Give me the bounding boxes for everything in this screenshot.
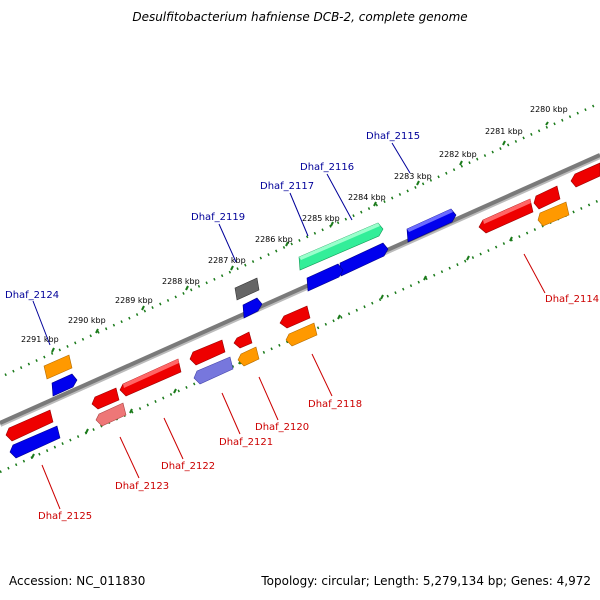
gene-label[interactable]: Dhaf_2121 [219, 437, 273, 448]
scale-tick [330, 221, 334, 227]
gene-arrow-blue[interactable] [306, 263, 344, 292]
upper-scale: 2280 kbp 2281 kbp 2282 kbp 2283 kbp 2284… [4, 101, 600, 377]
scale-tick [230, 265, 234, 271]
scale-label: 2289 kbp [115, 296, 153, 305]
gene-arrow-red[interactable] [5, 409, 54, 442]
gene-arrow-blue[interactable] [9, 425, 61, 459]
scale-tick [337, 314, 341, 320]
scale-label: 2284 kbp [348, 193, 386, 202]
gene-label[interactable]: Dhaf_2123 [115, 481, 169, 492]
scale-tick [459, 160, 463, 166]
gene-arrow-red[interactable] [570, 162, 600, 188]
scale-tick [129, 408, 133, 414]
gene-arrow-red[interactable] [91, 387, 120, 410]
scale-label: 2282 kbp [439, 150, 477, 159]
gene-arrow-orange[interactable] [537, 201, 570, 227]
gene-label[interactable]: Dhaf_2117 [260, 181, 314, 192]
leader-line [289, 192, 309, 237]
gene-arrow-slate[interactable] [193, 356, 234, 385]
upper-scale-line [4, 101, 600, 377]
gene-arrow-red[interactable] [189, 339, 226, 366]
gene-arrow-gray[interactable] [234, 277, 260, 301]
gene-arrow-highlight [407, 209, 453, 232]
gene-arrow-red[interactable] [279, 305, 311, 329]
scale-label: 2283 kbp [394, 172, 432, 181]
gene-arrow-blue[interactable] [406, 208, 457, 243]
leader-line [221, 392, 241, 435]
gene-label[interactable]: Dhaf_2116 [300, 162, 354, 173]
leader-line [326, 173, 353, 221]
scale-tick [545, 121, 549, 126]
leader-line [163, 417, 184, 460]
gene-label[interactable]: Dhaf_2120 [255, 422, 309, 433]
scale-tick [423, 275, 427, 281]
scale-label: 2285 kbp [302, 214, 340, 223]
scale-tick [31, 453, 35, 459]
scale-tick [173, 388, 177, 394]
gene-arrow-blue[interactable] [51, 373, 78, 397]
gene-arrow-orange[interactable] [285, 322, 318, 347]
leader-line [41, 464, 61, 510]
scale-tick [51, 347, 55, 353]
genome-summary-text: Topology: circular; Length: 5,279,134 bp… [261, 574, 591, 588]
gene-arrow-pink[interactable] [95, 402, 127, 427]
scale-tick [373, 201, 377, 207]
leader-line [119, 436, 140, 479]
gene-arrow-highlight [299, 223, 380, 260]
scale-tick [185, 285, 189, 291]
gene-label[interactable]: Dhaf_2118 [308, 399, 362, 410]
gene-label[interactable]: Dhaf_2125 [38, 511, 92, 522]
leader-line [523, 253, 546, 294]
scale-tick [509, 236, 513, 242]
gene-arrow-orange[interactable] [237, 346, 260, 367]
scale-tick [416, 180, 420, 186]
genome-backbone [0, 153, 600, 427]
gene-label[interactable]: Dhaf_2115 [366, 131, 420, 142]
gene-arrow-orange[interactable] [43, 354, 73, 380]
scale-label: 2290 kbp [68, 316, 106, 325]
scale-label: 2286 kbp [255, 235, 293, 244]
scale-tick [502, 140, 506, 146]
gene-label[interactable]: Dhaf_2124 [5, 290, 59, 301]
gene-arrow-highlight [123, 359, 179, 388]
backbone-line [0, 153, 600, 425]
gene-label[interactable]: Dhaf_2114 [545, 294, 599, 305]
scale-label: 2291 kbp [21, 335, 59, 344]
gene-label[interactable]: Dhaf_2122 [161, 461, 215, 472]
gene-arrow-highlight [483, 199, 531, 224]
gene-arrow-red[interactable] [533, 185, 561, 210]
leader-line [258, 376, 279, 421]
scale-tick [380, 294, 384, 300]
scale-tick [466, 255, 470, 261]
leader-lines [32, 142, 546, 510]
leader-line [391, 142, 411, 174]
gene-label[interactable]: Dhaf_2119 [191, 212, 245, 223]
scale-label: 2288 kbp [162, 277, 200, 286]
scale-tick [85, 428, 89, 434]
scale-tick [285, 241, 289, 247]
scale-tick [141, 305, 145, 311]
forward-genes [43, 208, 457, 397]
reverse-genes [5, 162, 600, 459]
leader-line [311, 353, 333, 397]
genome-title: Desulfitobacterium hafniense DCB-2, comp… [132, 10, 468, 24]
leader-line [32, 300, 51, 346]
gene-arrow-blue[interactable] [242, 297, 263, 319]
scale-tick [95, 328, 99, 334]
accession-text: Accession: NC_011830 [9, 574, 146, 588]
scale-label: 2287 kbp [208, 256, 246, 265]
leader-line [218, 223, 237, 263]
gene-arrow-red[interactable] [233, 331, 253, 349]
gene-labels: Dhaf_2115 Dhaf_2116 Dhaf_2117 Dhaf_2119 … [5, 131, 599, 522]
scale-label: 2281 kbp [485, 127, 523, 136]
scale-label: 2280 kbp [530, 105, 568, 114]
